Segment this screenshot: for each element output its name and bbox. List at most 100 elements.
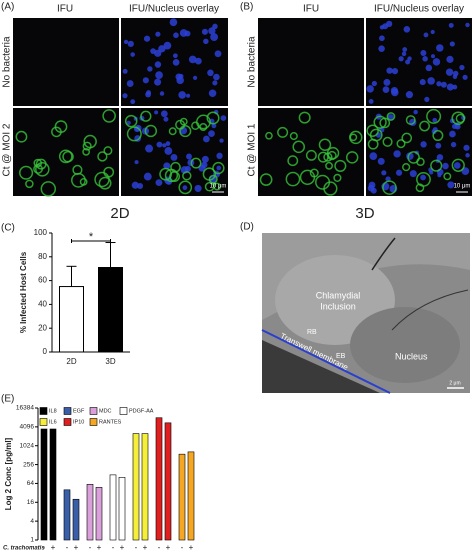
annotation: Inclusion <box>320 301 356 311</box>
y-tick-label: 4 <box>30 518 34 525</box>
nucleus-dot <box>432 117 438 123</box>
nucleus-dot <box>154 61 162 68</box>
inclusion-ring <box>35 158 47 170</box>
nucleus-dot <box>422 56 428 62</box>
nucleus-dot <box>170 153 178 161</box>
scale-label: 2 μm <box>449 380 460 386</box>
caption: 3D <box>355 205 374 222</box>
significance-label: * <box>89 231 94 243</box>
inclusion-ring <box>396 139 406 149</box>
bar <box>164 422 172 541</box>
nucleus-dot <box>164 147 173 155</box>
inclusion-ring <box>54 120 68 134</box>
nucleus-dot <box>425 64 433 72</box>
inclusion-ring <box>71 172 86 188</box>
inclusion-ring <box>102 109 116 123</box>
x-tick-label: - <box>66 543 69 552</box>
nucleus-dot <box>398 56 404 62</box>
inclusion-ring <box>289 131 298 141</box>
column-header: IFU/Nucleus overlay <box>374 4 464 15</box>
nucleus-dot <box>449 41 455 47</box>
inclusion-ring <box>298 111 311 124</box>
scale-label: 10 μm <box>210 184 227 190</box>
inclusion-ring <box>83 134 97 149</box>
column-header: IFU <box>57 4 73 15</box>
panel-label: (A) <box>1 2 14 13</box>
nucleus-dot <box>163 41 172 50</box>
tem-structure <box>371 237 396 271</box>
nucleus <box>350 307 460 383</box>
panel-label: (C) <box>1 223 15 234</box>
inclusion-ring <box>419 120 430 132</box>
inclusion-ring <box>325 161 333 170</box>
column-header: IFU/Nucleus overlay <box>129 4 219 15</box>
nucleus-dot <box>465 153 470 158</box>
nucleus-dot <box>367 184 375 192</box>
bar <box>98 267 123 353</box>
row-label: No bacteria <box>247 36 258 88</box>
nucleus-dot <box>126 80 134 87</box>
nucleus-dot <box>220 115 227 121</box>
nucleus-dot <box>378 45 385 52</box>
inclusion-ring <box>315 174 331 190</box>
bar <box>86 484 94 541</box>
legend-label: EGF <box>73 408 85 414</box>
nucleus-dot <box>371 80 377 87</box>
nucleus-dot <box>192 75 198 80</box>
nucleus-dot <box>369 152 378 160</box>
nucleus-dot <box>448 22 454 28</box>
inclusion-ring <box>334 159 347 172</box>
nucleus-dot <box>395 169 403 176</box>
nucleus-dot <box>201 28 208 35</box>
nucleus-dot <box>219 138 224 143</box>
nucleus-dot <box>154 110 159 115</box>
nucleus-dot <box>453 162 461 169</box>
nucleus-dot <box>212 80 218 86</box>
bar <box>187 451 195 541</box>
nucleus-dot <box>208 89 217 98</box>
legend-swatch <box>63 407 72 415</box>
inclusion-ring <box>386 112 396 121</box>
nucleus-dot <box>207 69 214 77</box>
caption: 2D <box>110 205 129 222</box>
inclusion-ring <box>333 173 342 182</box>
nucleus-dot <box>424 96 430 102</box>
x-tick-label: + <box>120 543 125 552</box>
x-tick-label: - <box>135 543 138 552</box>
membrane-line <box>261 329 391 394</box>
nucleus-dot <box>382 86 390 93</box>
nucleus-dot <box>446 83 454 91</box>
legend-swatch <box>39 407 48 415</box>
nucleus-dot <box>163 162 171 170</box>
y-tick-label: 256 <box>23 461 34 468</box>
bar <box>63 489 71 541</box>
nucleus-dot <box>462 74 468 80</box>
nucleus-dot <box>403 26 411 33</box>
legend-swatch <box>63 418 72 426</box>
inclusion-ring <box>299 169 316 185</box>
inclusion-ring <box>285 171 301 187</box>
x-tick-label: - <box>43 543 46 552</box>
nucleus-dot <box>188 55 197 64</box>
x-tick-label: + <box>74 543 79 552</box>
inclusion-ring <box>124 114 138 128</box>
nucleus-dot <box>450 141 457 148</box>
nucleus-dot <box>203 135 210 143</box>
nucleus-dot <box>366 85 374 93</box>
nucleus-dot <box>216 165 222 171</box>
nucleus-dot <box>145 144 154 153</box>
inclusion-ring <box>168 127 177 136</box>
tem-image <box>261 233 470 394</box>
nucleus-dot <box>127 40 134 48</box>
bar <box>59 286 84 353</box>
y-tick-label: 64 <box>27 480 35 487</box>
nucleus-dot <box>178 73 184 79</box>
x-tick-label: + <box>97 543 102 552</box>
nucleus-dot <box>155 179 163 187</box>
nucleus-dot <box>210 33 219 41</box>
nucleus-dot <box>211 123 217 129</box>
bar <box>49 428 57 541</box>
nucleus-dot <box>463 144 470 151</box>
y-tick-label: 1024 <box>20 442 35 449</box>
nucleus-dot <box>155 71 163 80</box>
